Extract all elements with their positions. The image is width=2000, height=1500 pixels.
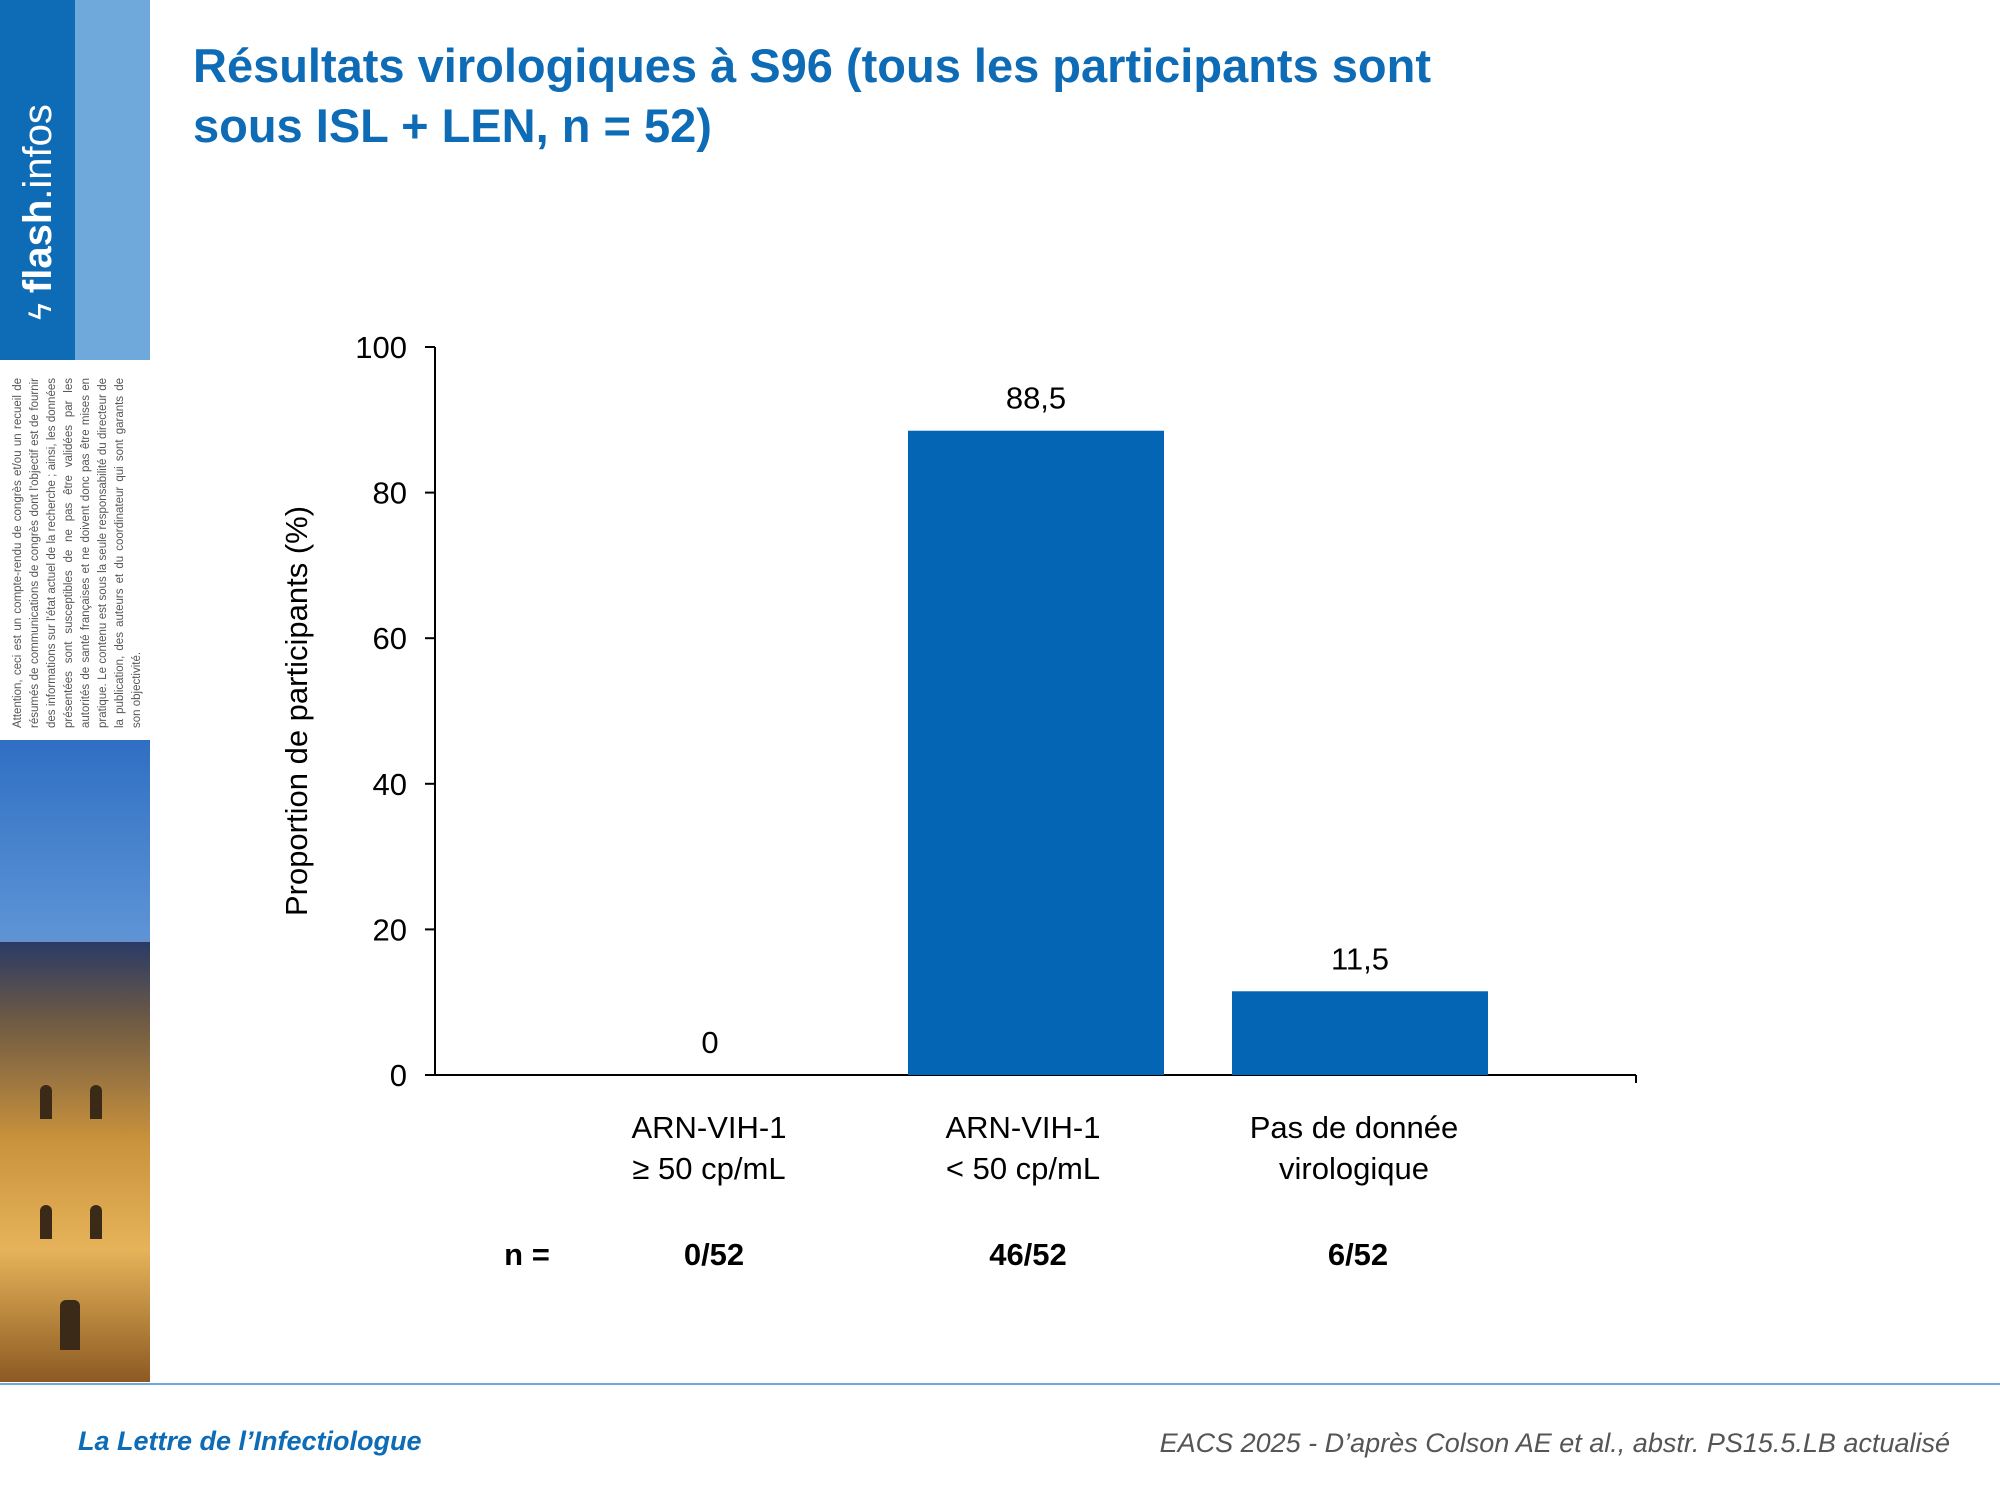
- data-label: 11,5: [1331, 941, 1389, 976]
- window-shape: [40, 1205, 52, 1239]
- bar: [1232, 991, 1488, 1075]
- footer-divider: [0, 1383, 2000, 1385]
- x-tick-label: ≥ 50 cp/mL: [632, 1151, 785, 1186]
- n-value: 0/52: [684, 1237, 744, 1272]
- louvre-photo: [0, 740, 150, 1382]
- bar-chart: 0 20 40 60 80 100 Proportion de participants (…: [279, 330, 1637, 1272]
- x-tick-label: Pas de donnée: [1250, 1110, 1459, 1145]
- bar: [908, 430, 1164, 1076]
- n-value: 46/52: [989, 1237, 1067, 1272]
- y-tick-label: 60: [373, 621, 407, 656]
- slide-title: Résultats virologiques à S96 (tous les p…: [193, 36, 1643, 156]
- y-tick-label: 40: [373, 767, 407, 802]
- window-shape: [90, 1205, 102, 1239]
- event-box: EACS 2025: [75, 0, 213, 360]
- n-value: 6/52: [1328, 1237, 1388, 1272]
- title-line-2: sous ISL + LEN, n = 52): [193, 99, 712, 152]
- y-tick-label: 20: [373, 912, 407, 947]
- sidebar-banner: ϟflash.infos EACS 2025: [0, 0, 213, 360]
- x-tick-label: < 50 cp/mL: [946, 1151, 1100, 1186]
- y-tick-label: 0: [390, 1058, 407, 1093]
- window-shape: [90, 1085, 102, 1119]
- journal-name: La Lettre de l’Infectiologue: [78, 1426, 422, 1456]
- y-tick-label: 100: [355, 330, 407, 365]
- window-shape: [60, 1300, 80, 1350]
- title-line-1: Résultats virologiques à S96 (tous les p…: [193, 39, 1431, 92]
- data-label: 88,5: [1006, 381, 1066, 416]
- x-tick-label: ARN-VIH-1: [631, 1110, 786, 1145]
- source-citation: EACS 2025 - D’après Colson AE et al., ab…: [1159, 1428, 1950, 1458]
- x-tick-label: ARN-VIH-1: [945, 1110, 1100, 1145]
- y-axis-label: Proportion de participants (%): [279, 506, 314, 916]
- x-tick-label: virologique: [1279, 1151, 1429, 1186]
- y-tick-label: 80: [373, 476, 407, 511]
- n-label: n =: [504, 1237, 550, 1272]
- brand-box: ϟflash.infos: [0, 0, 75, 360]
- window-shape: [40, 1085, 52, 1119]
- data-label: 0: [701, 1025, 718, 1060]
